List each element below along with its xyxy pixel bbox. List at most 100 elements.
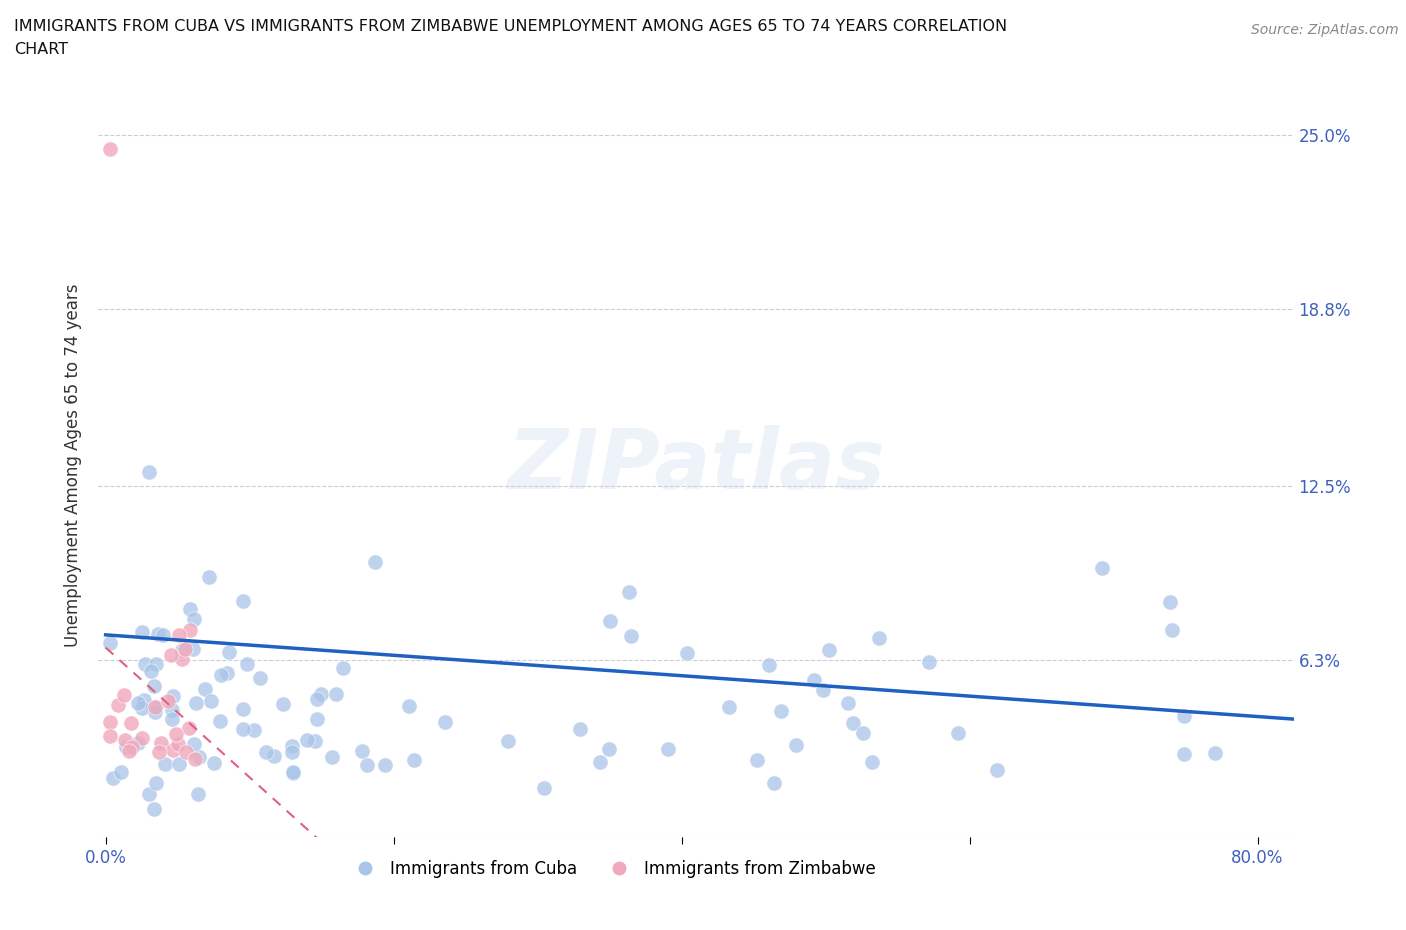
- Point: [127, 736, 149, 751]
- Point: [187, 750, 209, 764]
- Point: [332, 661, 354, 676]
- Point: [131, 730, 153, 745]
- Point: [127, 696, 149, 711]
- Point: [174, 642, 197, 657]
- Point: [131, 700, 153, 715]
- Point: [589, 755, 612, 770]
- Point: [141, 663, 163, 678]
- Point: [156, 694, 179, 709]
- Point: [162, 742, 184, 757]
- Point: [142, 801, 165, 816]
- Point: [100, 729, 122, 744]
- Point: [98, 141, 121, 156]
- Point: [350, 743, 373, 758]
- Point: [842, 716, 865, 731]
- Point: [283, 766, 305, 781]
- Point: [145, 657, 167, 671]
- Point: [803, 672, 825, 687]
- Point: [1159, 594, 1181, 609]
- Point: [374, 758, 396, 773]
- Point: [187, 786, 209, 801]
- Point: [183, 611, 205, 626]
- Text: CHART: CHART: [14, 42, 67, 57]
- Point: [295, 733, 318, 748]
- Point: [202, 755, 225, 770]
- Text: IMMIGRANTS FROM CUBA VS IMMIGRANTS FROM ZIMBABWE UNEMPLOYMENT AMONG AGES 65 TO 7: IMMIGRANTS FROM CUBA VS IMMIGRANTS FROM …: [14, 19, 1007, 33]
- Point: [98, 714, 121, 729]
- Point: [402, 752, 425, 767]
- Point: [232, 722, 254, 737]
- Point: [179, 602, 201, 617]
- Point: [785, 737, 807, 752]
- Point: [620, 628, 643, 643]
- Point: [309, 686, 332, 701]
- Point: [209, 668, 232, 683]
- Point: [152, 628, 174, 643]
- Point: [837, 696, 859, 711]
- Point: [860, 754, 883, 769]
- Point: [134, 657, 156, 671]
- Point: [598, 742, 620, 757]
- Point: [181, 642, 204, 657]
- Point: [1204, 746, 1226, 761]
- Point: [305, 712, 328, 727]
- Point: [115, 739, 138, 754]
- Point: [107, 698, 129, 712]
- Point: [398, 698, 420, 713]
- Point: [434, 715, 457, 730]
- Point: [356, 758, 378, 773]
- Point: [758, 658, 780, 672]
- Point: [200, 693, 222, 708]
- Y-axis label: Unemployment Among Ages 65 to 74 years: Unemployment Among Ages 65 to 74 years: [65, 284, 83, 646]
- Point: [818, 643, 841, 658]
- Point: [138, 465, 160, 480]
- Point: [194, 682, 217, 697]
- Point: [209, 713, 232, 728]
- Point: [120, 716, 142, 731]
- Point: [304, 734, 326, 749]
- Point: [179, 622, 201, 637]
- Point: [148, 744, 170, 759]
- Point: [186, 696, 208, 711]
- Point: [675, 645, 697, 660]
- Point: [496, 734, 519, 749]
- Point: [145, 700, 167, 715]
- Point: [599, 614, 621, 629]
- Point: [98, 635, 121, 650]
- Legend: Immigrants from Cuba, Immigrants from Zimbabwe: Immigrants from Cuba, Immigrants from Zi…: [342, 853, 883, 884]
- Point: [232, 594, 254, 609]
- Point: [110, 764, 132, 779]
- Point: [619, 584, 641, 599]
- Point: [568, 722, 591, 737]
- Point: [811, 683, 834, 698]
- Point: [159, 648, 181, 663]
- Point: [232, 701, 254, 716]
- Point: [281, 764, 304, 779]
- Point: [745, 752, 768, 767]
- Point: [172, 652, 194, 667]
- Point: [307, 692, 329, 707]
- Point: [183, 751, 205, 766]
- Point: [148, 626, 170, 641]
- Point: [657, 741, 679, 756]
- Point: [165, 727, 187, 742]
- Point: [1173, 747, 1195, 762]
- Point: [242, 723, 264, 737]
- Point: [1173, 709, 1195, 724]
- Point: [131, 624, 153, 639]
- Text: Source: ZipAtlas.com: Source: ZipAtlas.com: [1251, 23, 1399, 37]
- Point: [718, 700, 741, 715]
- Point: [762, 776, 785, 790]
- Point: [218, 644, 240, 659]
- Point: [364, 555, 387, 570]
- Point: [138, 786, 160, 801]
- Point: [852, 725, 875, 740]
- Point: [281, 738, 304, 753]
- Point: [174, 744, 197, 759]
- Point: [112, 688, 135, 703]
- Point: [167, 628, 190, 643]
- Point: [769, 704, 792, 719]
- Point: [325, 686, 347, 701]
- Point: [167, 736, 190, 751]
- Point: [281, 745, 304, 760]
